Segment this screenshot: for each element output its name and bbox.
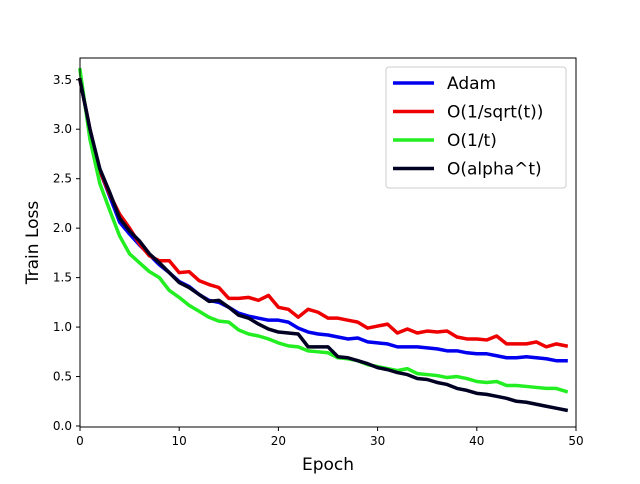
legend-label-4: O(alpha^t) xyxy=(447,160,542,180)
y-tick-label: 1.0 xyxy=(53,320,72,334)
legend: Adam O(1/sqrt(t)) O(1/t) O(alpha^t) xyxy=(385,66,567,189)
legend-label-2: O(1/sqrt(t)) xyxy=(447,103,543,123)
series-line-3 xyxy=(78,67,569,394)
y-tick-label: 2.5 xyxy=(53,172,72,186)
legend-label-3: O(1/t) xyxy=(447,131,497,151)
y-tick-label: 2.0 xyxy=(53,221,72,235)
series-line-4 xyxy=(77,77,569,413)
x-tick-label: 50 xyxy=(568,434,583,448)
x-tick-label: 40 xyxy=(469,434,484,448)
x-tick-label: 0 xyxy=(76,434,84,448)
axes-frame xyxy=(79,57,577,428)
x-axis-label: Epoch xyxy=(302,455,354,475)
x-tick-label: 10 xyxy=(172,434,187,448)
y-tick-label: 0.5 xyxy=(53,370,72,384)
y-tick-label: 3.5 xyxy=(53,73,72,87)
y-tick-label: 1.5 xyxy=(53,271,72,285)
legend-box xyxy=(385,66,567,189)
y-axis-label: Train Loss xyxy=(23,201,43,286)
x-tick-label: 20 xyxy=(271,434,286,448)
x-tick-label: 30 xyxy=(370,434,385,448)
legend-label-1: Adam xyxy=(447,74,496,94)
series-layer xyxy=(77,67,569,413)
ticks-layer: 0 10 20 30 40 50 0.0 0.5 1.0 1.5 2.0 2.5 3.0 3.5 xyxy=(53,73,584,448)
y-tick-label: 3.0 xyxy=(53,122,72,136)
y-tick-label: 0.0 xyxy=(53,419,72,433)
series-line-2 xyxy=(77,77,569,349)
